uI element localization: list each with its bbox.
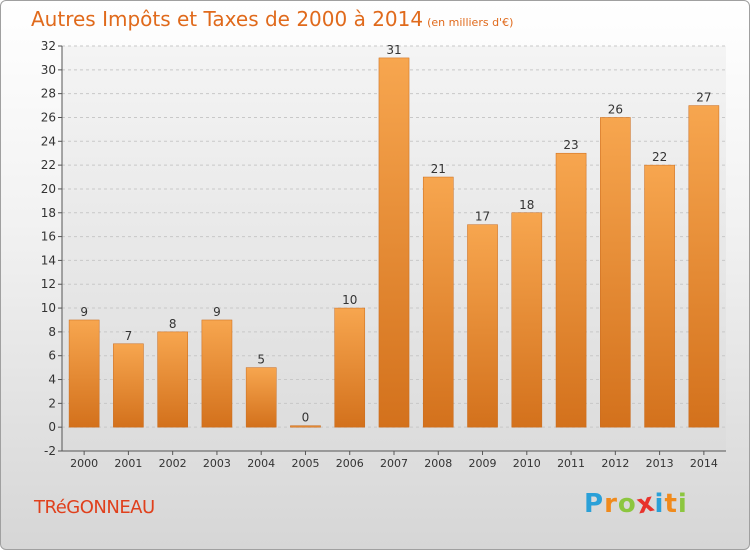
x-tick-label: 2007 — [380, 457, 408, 470]
proxiti-logo: Proxiti — [584, 487, 688, 520]
bar-2014 — [688, 105, 720, 428]
data-label-2001: 7 — [125, 329, 133, 343]
bar-2009 — [467, 224, 498, 428]
data-label-2012: 26 — [608, 102, 623, 116]
data-label-2011: 23 — [563, 138, 578, 152]
data-label-2006: 10 — [342, 293, 357, 307]
commune-name: TRéGONNEAU — [34, 497, 155, 518]
x-tick-label: 2013 — [646, 457, 674, 470]
y-tick-label: 6 — [48, 349, 56, 363]
bar-2001 — [113, 343, 144, 428]
bar-2005 — [290, 425, 321, 428]
data-label-2009: 17 — [475, 210, 490, 224]
data-label-2005: 0 — [302, 411, 310, 425]
chart-subtitle: (en milliers d'€) — [427, 16, 514, 29]
x-tick-label: 2003 — [203, 457, 231, 470]
bar-2004 — [245, 367, 277, 428]
bar-2006 — [334, 307, 366, 428]
y-tick-label: 2 — [48, 396, 56, 410]
data-label-2014: 27 — [696, 91, 711, 105]
y-tick-label: 16 — [41, 230, 56, 244]
bar-2002 — [157, 331, 188, 428]
bar-2012 — [600, 117, 631, 428]
bar-2008 — [422, 176, 454, 428]
y-tick-label: 32 — [41, 39, 56, 53]
bar-2011 — [555, 152, 587, 428]
x-tick-label: 2001 — [114, 457, 142, 470]
y-tick-label: 18 — [41, 206, 56, 220]
x-tick-label: 2006 — [336, 457, 364, 470]
bar-2000 — [68, 319, 100, 428]
brand-letter: o — [617, 489, 637, 519]
y-tick-label: 12 — [41, 277, 56, 291]
y-tick-label: 30 — [41, 63, 56, 77]
data-label-2002: 8 — [169, 317, 177, 331]
x-tick-label: 2008 — [424, 457, 452, 470]
x-tick-label: 2002 — [159, 457, 187, 470]
data-label-2013: 22 — [652, 150, 667, 164]
y-tick-label: 8 — [48, 325, 56, 339]
bar-2010 — [511, 212, 543, 428]
data-label-2004: 5 — [257, 353, 265, 367]
data-label-2003: 9 — [213, 305, 221, 319]
x-tick-label: 2014 — [690, 457, 718, 470]
y-tick-label: 14 — [41, 253, 56, 267]
chart-title-text: Autres Impôts et Taxes de 2000 à 2014 — [31, 7, 424, 31]
y-tick-label: 24 — [41, 134, 56, 148]
y-tick-label: 4 — [48, 373, 56, 387]
brand-letter: i — [677, 489, 688, 519]
y-tick-label: 26 — [41, 110, 56, 124]
x-tick-label: 2005 — [291, 457, 319, 470]
data-label-2000: 9 — [80, 305, 88, 319]
data-label-2008: 21 — [431, 162, 446, 176]
y-tick-label: 0 — [48, 420, 56, 434]
x-tick-label: 2000 — [70, 457, 98, 470]
brand-letter: i — [654, 489, 665, 519]
tick-labels: -202468101214161820222426283032920007200… — [41, 39, 718, 470]
x-tick-label: 2004 — [247, 457, 275, 470]
y-tick-label: -2 — [44, 444, 56, 458]
x-tick-label: 2011 — [557, 457, 585, 470]
data-label-2010: 18 — [519, 198, 534, 212]
x-tick-label: 2009 — [469, 457, 497, 470]
bars — [68, 57, 720, 428]
bar-2013 — [644, 164, 675, 428]
y-tick-label: 10 — [41, 301, 56, 315]
data-label-2007: 31 — [386, 43, 401, 57]
y-tick-label: 22 — [41, 158, 56, 172]
brand-letter: t — [664, 489, 678, 519]
brand-letter: P — [584, 489, 605, 519]
x-tick-label: 2010 — [513, 457, 541, 470]
bar-2007 — [378, 57, 410, 428]
x-tick-label: 2012 — [601, 457, 629, 470]
bar-2003 — [201, 319, 233, 428]
y-tick-label: 20 — [41, 182, 56, 196]
chart-title: Autres Impôts et Taxes de 2000 à 2014 (en… — [31, 7, 513, 31]
brand-letter: r — [604, 489, 618, 519]
y-tick-label: 28 — [41, 87, 56, 101]
